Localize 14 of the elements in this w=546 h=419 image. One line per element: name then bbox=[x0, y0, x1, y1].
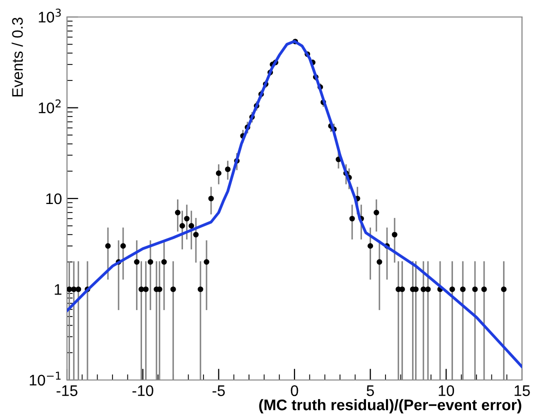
x-tick-label: -10 bbox=[132, 385, 154, 396]
y-tick-label: 10$^{3}$ bbox=[38, 8, 61, 23]
y-axis-title: Events / 0.3 bbox=[12, 18, 23, 96]
y-tick-label: 1 bbox=[54, 284, 62, 295]
y-tick-label: 10$^{2}$ bbox=[38, 99, 61, 114]
x-axis-title: (MC truth residual)/(Per−event error) bbox=[259, 399, 522, 414]
x-tick-label: 0 bbox=[290, 385, 298, 396]
x-tick-label: 5 bbox=[366, 385, 374, 396]
x-tick-label: -5 bbox=[212, 385, 225, 396]
x-tick-label: -15 bbox=[56, 385, 78, 396]
y-tick-label: 10$^{−1}$ bbox=[30, 372, 61, 386]
y-tick-label: 10 bbox=[46, 193, 62, 204]
x-tick-label: 10 bbox=[438, 385, 454, 396]
x-tick-label: 15 bbox=[514, 385, 530, 396]
